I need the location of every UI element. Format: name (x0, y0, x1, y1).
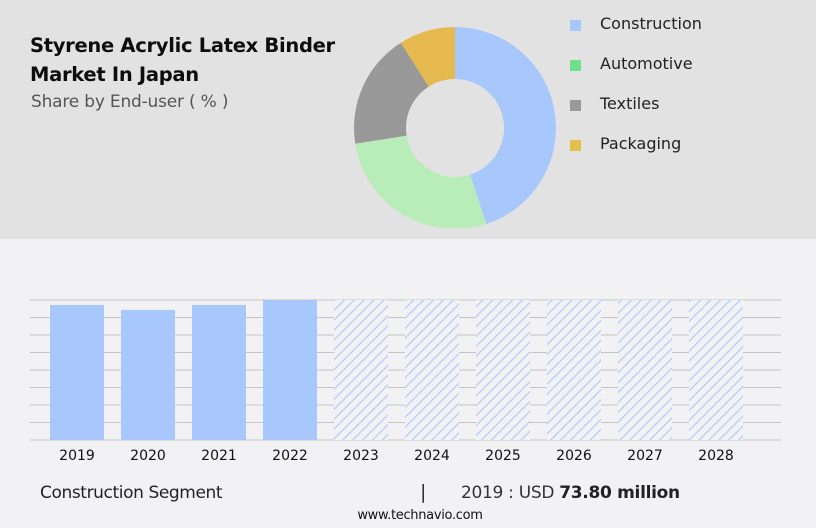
x-label-2028: 2028 (698, 448, 734, 464)
footer-value: 2019 : USD 73.80 million (461, 483, 680, 503)
legend-label: Automotive (600, 54, 693, 73)
segment-label: Construction Segment (40, 483, 223, 503)
donut-slice-automotive[interactable] (355, 135, 487, 229)
bar-2028[interactable] (689, 300, 743, 440)
bar-2026[interactable] (547, 300, 601, 440)
x-label-2020: 2020 (130, 448, 166, 464)
legend-label: Textiles (600, 94, 660, 113)
bar-2027[interactable] (618, 300, 672, 440)
bar-2023[interactable] (334, 300, 388, 440)
x-label-2026: 2026 (556, 448, 592, 464)
x-label-2019: 2019 (59, 448, 95, 464)
x-label-2025: 2025 (485, 448, 521, 464)
bar-2025[interactable] (476, 300, 530, 440)
legend-label: Construction (600, 14, 702, 33)
legend-item-automotive[interactable]: Automotive (570, 54, 790, 74)
legend-swatch-packaging (570, 140, 581, 151)
bar-2019[interactable] (50, 304, 104, 440)
bar-2021[interactable] (192, 304, 246, 440)
x-label-2024: 2024 (414, 448, 450, 464)
bar-chart: 2019 2020 2021 2022 2023 2024 2025 2026 2027 2028 (30, 299, 781, 464)
title-line-1: Styrene Acrylic Latex Binder (30, 34, 335, 57)
legend-swatch-automotive (570, 60, 581, 71)
x-label-2023: 2023 (343, 448, 379, 464)
x-label-2022: 2022 (272, 448, 308, 464)
footer-year-prefix: 2019 : USD (461, 483, 560, 503)
bar-2022[interactable] (263, 300, 317, 440)
legend-swatch-construction (570, 20, 581, 31)
source-url[interactable]: www.technavio.com (357, 508, 483, 523)
donut-slice-textiles[interactable] (353, 42, 429, 144)
chart-title: Styrene Acrylic Latex Binder Market In J… (30, 31, 335, 89)
donut-chart (340, 27, 580, 239)
legend-label: Packaging (600, 134, 682, 153)
x-label-2021: 2021 (201, 448, 237, 464)
x-label-2027: 2027 (627, 448, 663, 464)
legend-item-textiles[interactable]: Textiles (570, 94, 790, 114)
legend-item-construction[interactable]: Construction (570, 14, 790, 34)
top-panel: Styrene Acrylic Latex Binder Market In J… (0, 0, 816, 239)
chart-subtitle: Share by End-user ( % ) (31, 92, 229, 112)
title-line-2: Market In Japan (30, 63, 199, 86)
bars (50, 300, 743, 440)
donut-slice-construction[interactable] (455, 27, 556, 225)
bar-2024[interactable] (405, 300, 459, 440)
bar-2020[interactable] (121, 309, 175, 440)
x-axis-labels: 2019 2020 2021 2022 2023 2024 2025 2026 2027 2028 (59, 448, 734, 464)
footer-separator: | (420, 481, 427, 503)
legend-item-packaging[interactable]: Packaging (570, 134, 790, 154)
footer-value-amount: 73.80 million (559, 483, 680, 503)
legend-swatch-textiles (570, 100, 581, 111)
donut-slice-packaging[interactable] (400, 27, 455, 87)
